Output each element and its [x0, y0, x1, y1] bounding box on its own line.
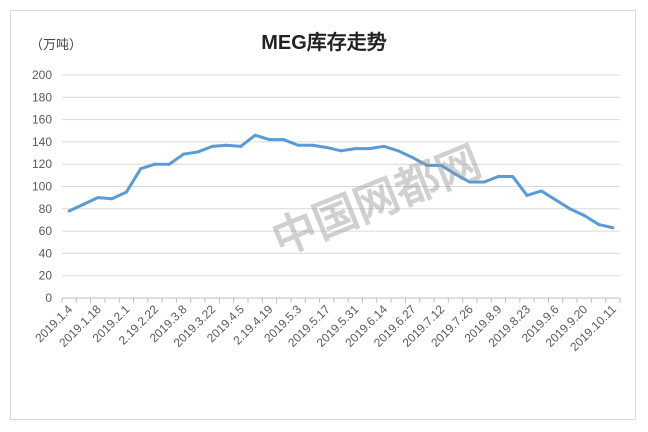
data-point	[411, 156, 415, 160]
y-tick-label: 140	[32, 135, 52, 149]
data-point	[554, 198, 558, 202]
data-point	[539, 189, 543, 193]
data-point	[310, 143, 314, 147]
y-tick-label: 80	[39, 202, 53, 216]
data-point	[425, 163, 429, 167]
y-tick-label: 20	[39, 269, 53, 283]
data-point	[153, 162, 157, 166]
data-point	[453, 172, 457, 176]
data-point	[468, 180, 472, 184]
y-tick-label: 200	[32, 68, 52, 82]
data-point	[597, 222, 601, 226]
data-point	[339, 149, 343, 153]
chart-frame	[10, 10, 636, 420]
y-tick-label: 160	[32, 113, 52, 127]
data-point	[439, 163, 443, 167]
data-point	[67, 209, 71, 213]
data-point	[525, 193, 529, 197]
data-point	[368, 147, 372, 151]
data-point	[482, 180, 486, 184]
y-tick-label: 100	[32, 180, 52, 194]
data-point	[511, 174, 515, 178]
y-tick-label: 40	[39, 246, 53, 260]
data-point	[210, 144, 214, 148]
data-point	[325, 145, 329, 149]
data-point	[253, 133, 257, 137]
y-tick-label: 120	[32, 157, 52, 171]
data-point	[282, 138, 286, 142]
data-point	[582, 213, 586, 217]
data-point	[225, 143, 229, 147]
data-point	[611, 226, 615, 230]
y-tick-label: 60	[39, 224, 53, 238]
data-point	[496, 174, 500, 178]
data-point	[396, 149, 400, 153]
data-point	[167, 162, 171, 166]
data-point	[124, 190, 128, 194]
data-point	[96, 196, 100, 200]
data-point	[81, 202, 85, 206]
data-point	[296, 143, 300, 147]
y-tick-label: 0	[45, 291, 52, 305]
data-point	[353, 147, 357, 151]
chart-title: MEG库存走势	[261, 32, 387, 54]
data-point	[239, 144, 243, 148]
data-point	[382, 144, 386, 148]
data-point	[267, 138, 271, 142]
data-point	[139, 167, 143, 171]
data-point	[196, 150, 200, 154]
y-tick-label: 180	[32, 90, 52, 104]
data-point	[182, 152, 186, 156]
data-point	[568, 207, 572, 211]
y-axis-unit-label: （万吨）	[30, 37, 83, 52]
data-point	[110, 197, 114, 201]
